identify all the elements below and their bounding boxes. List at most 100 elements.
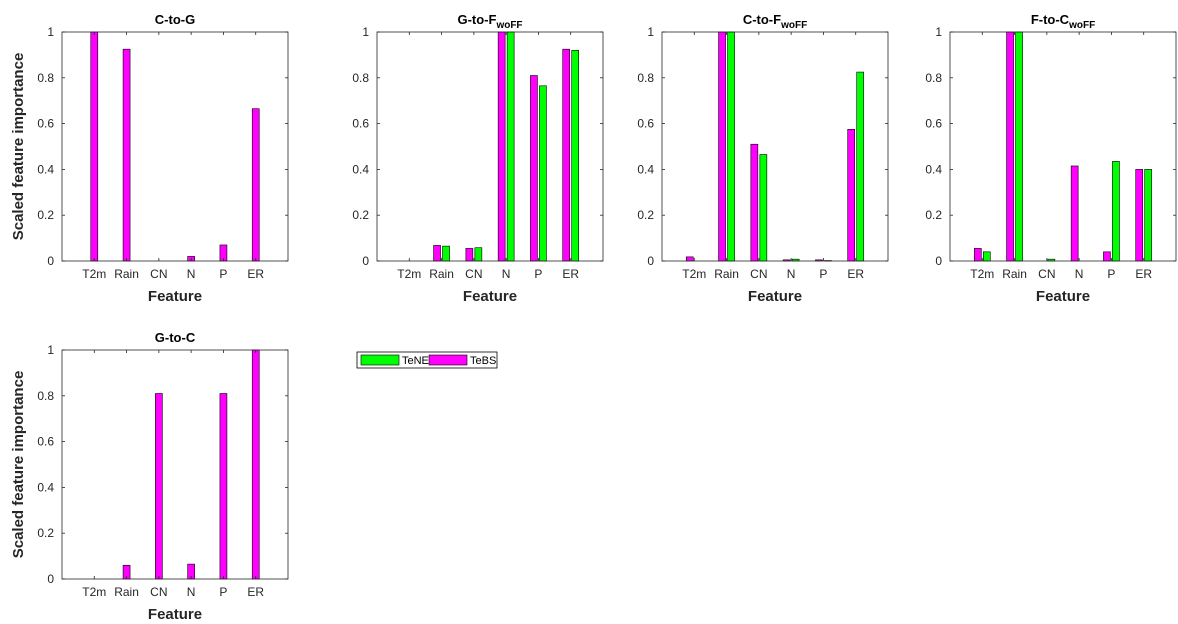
x-tick-label-er: ER (247, 267, 264, 281)
x-tick-label-rain: Rain (429, 267, 454, 281)
subplot-g-to-c: 0 0.2 0.4 0.6 0.8 1 T2m Rain CN N P ER G-to-C Feature… (10, 330, 289, 623)
y-tick-label: 1 (47, 343, 54, 357)
x-tick-label-t2m: T2m (82, 585, 106, 599)
x-tick-label-cn: CN (150, 267, 167, 281)
bar-tebs-cn (750, 143, 759, 262)
y-tick-label: 0.8 (352, 71, 369, 85)
legend-swatch-tebs (428, 354, 468, 366)
axes-box (61, 31, 289, 262)
bar-tebs-p (530, 75, 538, 262)
bar-tebs-er (847, 129, 856, 262)
subplot-title-subscript: woFF (780, 20, 807, 31)
axes-box (661, 31, 889, 262)
bar-tene-er (856, 71, 865, 262)
subplot-title: C-to-G (155, 12, 195, 27)
x-tick-label-cn: CN (465, 267, 482, 281)
y-tick-label: 0.6 (637, 117, 654, 131)
y-tick-label: 0.4 (637, 162, 654, 176)
y-tick-label: 0.2 (925, 208, 942, 222)
subplot-c-to-g: 0 0.2 0.4 0.6 0.8 1 T2m Rain CN N P ER C-to-G Feature… (10, 12, 289, 305)
y-tick-label: 1 (935, 25, 942, 39)
y-tick-label: 1 (47, 25, 54, 39)
subplot-f-to-c: 0 0.2 0.4 0.6 0.8 1 T2m Rain CN N P ER F-to-CwoFF Fea… (925, 12, 1177, 305)
y-tick-label: 0.2 (37, 526, 54, 540)
subplot-c-to-f: 0 0.2 0.4 0.6 0.8 1 T2m Rain CN N P ER C-to-FwoFF Fea… (637, 12, 889, 305)
x-tick-label-p: P (1107, 267, 1115, 281)
bar-tebs-rain (433, 245, 441, 262)
y-tick-label: 0 (362, 254, 369, 268)
bar-tene-n (506, 31, 515, 262)
y-tick-label: 0.8 (37, 71, 54, 85)
x-tick-label-rain: Rain (1002, 267, 1027, 281)
y-tick-label: 0.2 (637, 208, 654, 222)
bar-tene-rain (727, 31, 735, 262)
x-tick-label-t2m: T2m (682, 267, 706, 281)
x-tick-label-rain: Rain (114, 267, 139, 281)
x-axis-label: Feature (1036, 288, 1090, 305)
subplot-title: G-to-FwoFF (457, 12, 522, 31)
bar-tebs-t2m (973, 248, 982, 262)
x-tick-label-t2m: T2m (397, 267, 421, 281)
x-axis-label: Feature (463, 288, 517, 305)
y-axis-label: Scaled feature importance (10, 371, 27, 559)
y-tick-label: 1 (362, 25, 369, 39)
subplot-title-subscript: woFF (495, 20, 522, 31)
x-tick-label-cn: CN (1038, 267, 1055, 281)
bar-tebs-er (251, 108, 260, 262)
x-tick-label-t2m: T2m (970, 267, 994, 281)
y-tick-label: 0.6 (352, 117, 369, 131)
y-tick-label: 0.8 (637, 71, 654, 85)
bar-tebs-cn (155, 393, 163, 580)
legend-label-tebs: TeBS (470, 355, 496, 367)
bar-tene-p (539, 85, 547, 262)
y-tick-label: 0.2 (352, 208, 369, 222)
legend-swatch-tene (360, 354, 400, 366)
y-tick-label: 0.6 (37, 435, 54, 449)
bar-tene-cn (474, 247, 483, 262)
y-tick-label: 0.4 (925, 162, 942, 176)
bar-tene-er (1144, 169, 1153, 262)
y-axis-label: Scaled feature importance (10, 53, 27, 241)
x-tick-label-er: ER (562, 267, 579, 281)
x-tick-label-cn: CN (150, 585, 167, 599)
x-tick-label-er: ER (1135, 267, 1152, 281)
y-tick-label: 0.4 (352, 162, 369, 176)
legend-label-tene: TeNE (402, 355, 429, 367)
subplot-title: G-to-C (155, 330, 196, 345)
axes-box (61, 349, 289, 580)
bar-tene-t2m (982, 251, 991, 262)
bar-tebs-t2m (90, 31, 99, 262)
subplot-g-to-f: 0 0.2 0.4 0.6 0.8 1 T2m Rain CN N P ER G-to-FwoFF Fea… (352, 12, 604, 305)
subplot-title-subscript: woFF (1068, 20, 1095, 31)
subplot-title: F-to-CwoFF (1031, 12, 1095, 31)
bar-tebs-t2m (685, 256, 694, 262)
y-tick-label: 0 (935, 254, 942, 268)
x-tick-label-er: ER (247, 585, 264, 599)
x-tick-label-p: P (219, 585, 227, 599)
y-tick-label: 0.2 (37, 208, 54, 222)
x-tick-label-er: ER (847, 267, 864, 281)
x-tick-label-rain: Rain (114, 585, 139, 599)
bar-tene-er (571, 50, 580, 262)
x-tick-label-p: P (819, 267, 827, 281)
bar-tebs-er (562, 48, 571, 262)
x-axis-label: Feature (748, 288, 802, 305)
y-tick-label: 1 (647, 25, 654, 39)
x-tick-label-t2m: T2m (82, 267, 106, 281)
bar-tebs-er (1135, 169, 1144, 262)
bar-tebs-er (251, 349, 260, 580)
bar-tebs-rain (1006, 31, 1014, 262)
y-tick-label: 0 (47, 254, 54, 268)
y-tick-label: 0.4 (37, 480, 54, 494)
y-tick-label: 0.6 (37, 117, 54, 131)
bar-tene-rain (442, 245, 450, 262)
x-tick-label-p: P (534, 267, 542, 281)
bar-tebs-p (1103, 251, 1111, 262)
y-tick-label: 0 (47, 572, 54, 586)
bar-tebs-n (497, 31, 506, 262)
x-tick-label-p: P (219, 267, 227, 281)
y-tick-label: 0.8 (925, 71, 942, 85)
x-axis-label: Feature (148, 606, 202, 623)
x-tick-label-n: N (1075, 267, 1084, 281)
